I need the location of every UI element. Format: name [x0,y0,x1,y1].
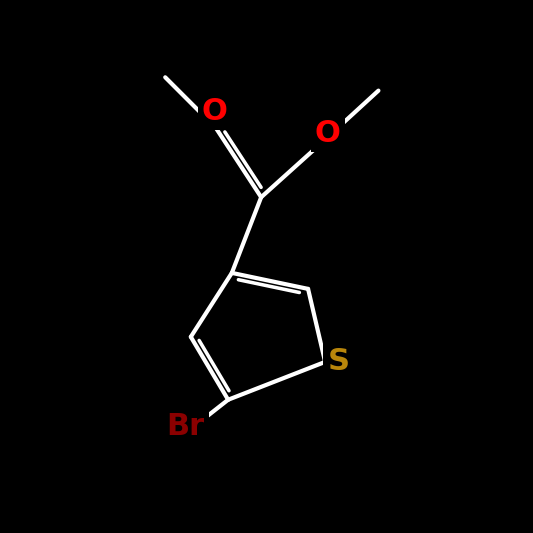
Text: S: S [327,348,350,376]
Text: O: O [202,98,228,126]
Text: Br: Br [166,412,205,441]
Text: O: O [315,119,341,148]
